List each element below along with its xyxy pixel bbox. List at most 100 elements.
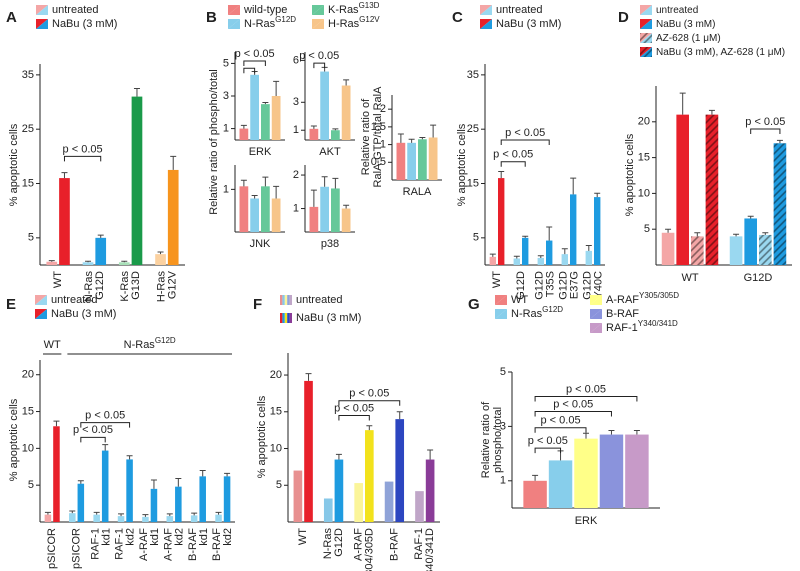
bar — [489, 256, 496, 265]
x-tick-label: G12D — [557, 271, 569, 300]
error-bar — [93, 511, 100, 515]
x-tick-label: kd1 — [198, 528, 210, 546]
legend-label: untreated — [51, 294, 97, 306]
x-tick-label: ERK — [575, 515, 598, 527]
bar — [239, 186, 249, 232]
significance-bracket — [80, 422, 131, 428]
x-tick-label: G12D — [581, 271, 593, 300]
y-tick-label: 10 — [270, 442, 282, 454]
legend-label-main: NaBu (3 mM) — [52, 18, 117, 30]
x-tick-label: G13D — [130, 271, 142, 300]
legend-label: NaBu (3 mM) — [496, 18, 561, 30]
error-bar — [262, 102, 269, 105]
x-tick-label: RAF-1 — [89, 528, 101, 560]
x-tick-label: Y340/341D — [424, 528, 436, 571]
legend-label: untreated — [656, 5, 698, 16]
group-label-main: N-Ras — [124, 339, 156, 351]
legend-label: N-RasG12D — [244, 15, 296, 30]
significance-bracket — [243, 67, 256, 74]
p-value-label: p < 0.05 — [505, 127, 545, 139]
legend-label: untreated — [52, 4, 98, 16]
legend-label-main: NaBu (3 mM) — [656, 19, 715, 30]
significance-bracket — [534, 447, 562, 454]
y-tick-label: 2 — [380, 103, 386, 115]
legend-swatch — [640, 33, 652, 43]
bar — [239, 128, 249, 140]
swatch-part — [36, 19, 48, 29]
bar — [574, 438, 598, 508]
bar — [250, 74, 259, 140]
error-bar — [118, 513, 125, 517]
error-bar — [61, 172, 68, 179]
bar — [199, 476, 206, 522]
error-bar — [224, 472, 231, 477]
bar — [190, 515, 198, 522]
legend-label-sup: G12D — [275, 15, 296, 24]
bar — [407, 142, 416, 180]
swatch-part — [640, 47, 652, 57]
x-tick-label: G12D — [744, 272, 773, 284]
x-tick-label: RAF-1 — [413, 528, 425, 560]
bar — [166, 516, 174, 522]
bar — [44, 514, 52, 522]
y-tick-label: 35 — [22, 69, 34, 81]
legend-label-main: untreated — [296, 294, 342, 306]
group-label-sup: G12D — [155, 336, 176, 345]
bar — [523, 480, 547, 508]
legend-label-main: untreated — [496, 4, 542, 16]
x-tick-label: B-RAF — [187, 528, 199, 561]
bar — [537, 257, 544, 265]
legend-label: K-RasG13D — [328, 1, 380, 16]
y-tick-label: 1 — [380, 138, 386, 150]
error-bar — [546, 226, 553, 241]
error-bar — [532, 474, 539, 481]
x-tick-label: RAF-1 — [114, 528, 126, 560]
x-tick-label: pSICOR — [70, 528, 82, 569]
error-bar — [396, 411, 403, 420]
swatch-stripe — [289, 313, 292, 323]
error-bar — [366, 425, 373, 431]
x-tick-label: A-RAF — [352, 528, 364, 561]
error-bar — [262, 176, 269, 187]
bar — [341, 85, 351, 140]
bar — [150, 488, 158, 522]
bar — [676, 114, 689, 265]
bar — [131, 96, 143, 265]
p-value-label: p < 0.05 — [334, 402, 374, 414]
error-bar — [513, 255, 520, 259]
bar — [93, 514, 100, 522]
bar — [570, 194, 577, 265]
y-tick-label: 15 — [638, 152, 650, 164]
y-tick-label: 20 — [22, 369, 34, 381]
bar — [396, 142, 406, 180]
bar — [309, 206, 319, 232]
bar — [223, 476, 231, 522]
error-bar — [679, 92, 686, 115]
legend-swatch — [280, 313, 292, 323]
subplot-title: p38 — [321, 238, 339, 250]
subplot-title: ERK — [249, 146, 272, 158]
legend-label: wild-type — [243, 4, 287, 16]
y-tick-label: 15 — [467, 177, 479, 189]
error-bar — [251, 194, 258, 199]
bar — [773, 143, 787, 265]
bar — [323, 498, 333, 522]
error-bar — [273, 185, 280, 199]
legend-label-main: B-RAF — [606, 308, 639, 320]
x-tick-label: E37G — [568, 271, 580, 299]
subplot-title: AKT — [319, 146, 341, 158]
error-bar — [305, 373, 312, 381]
x-tick-label: B-RAF — [211, 528, 223, 561]
error-bar — [170, 155, 177, 170]
legend-swatch — [590, 323, 602, 333]
swatch-stripe — [280, 313, 283, 323]
legend-swatch — [312, 19, 324, 29]
p-value-label: p < 0.05 — [566, 383, 606, 395]
p-value-label: p < 0.05 — [73, 424, 113, 436]
bar — [354, 483, 363, 522]
y-axis-label: RalA-GTP/total RalA — [372, 86, 384, 188]
bar — [46, 261, 58, 265]
error-bar — [332, 128, 339, 131]
y-axis-label: % apoptotic cells — [624, 133, 636, 216]
significance-bracket — [313, 62, 326, 69]
